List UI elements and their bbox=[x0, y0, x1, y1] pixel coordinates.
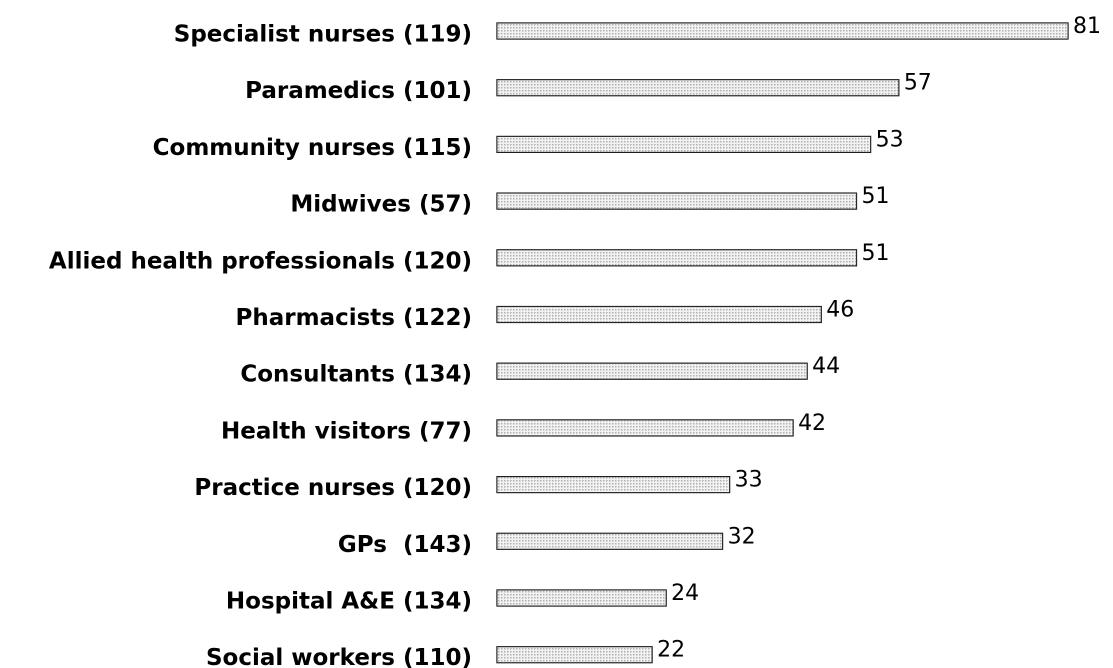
value-label: 32 bbox=[728, 524, 756, 549]
value-label: 46 bbox=[826, 298, 854, 323]
bar bbox=[496, 79, 900, 97]
category-label: Allied health professionals (120) bbox=[49, 248, 472, 274]
bar bbox=[496, 646, 653, 664]
bar-tint bbox=[497, 363, 808, 380]
value-label: 81 bbox=[1073, 14, 1101, 39]
bar-tint bbox=[497, 249, 857, 266]
category-label: Health visitors (77) bbox=[221, 418, 472, 444]
bar bbox=[496, 476, 731, 494]
bar-tint bbox=[497, 23, 1068, 39]
bar-tint bbox=[497, 136, 871, 153]
bar-tint bbox=[497, 646, 653, 663]
bar bbox=[496, 22, 1069, 40]
category-label: GPs (143) bbox=[338, 532, 472, 558]
value-label: 24 bbox=[671, 581, 699, 606]
bar bbox=[496, 249, 858, 267]
category-label: Paramedics (101) bbox=[245, 78, 472, 104]
bar bbox=[496, 419, 794, 437]
bar-tint bbox=[497, 533, 723, 550]
category-label: Midwives (57) bbox=[290, 192, 472, 218]
category-label: Consultants (134) bbox=[240, 362, 472, 388]
category-label: Hospital A&E (134) bbox=[226, 589, 472, 615]
value-label: 44 bbox=[812, 354, 840, 379]
category-label: Social workers (110) bbox=[206, 645, 472, 668]
bar-tint bbox=[497, 306, 822, 323]
value-label: 22 bbox=[657, 638, 685, 663]
category-label: Specialist nurses (119) bbox=[174, 22, 472, 48]
bar bbox=[496, 362, 808, 380]
bar-tint bbox=[497, 193, 857, 210]
value-label: 42 bbox=[798, 411, 826, 436]
bar-tint bbox=[497, 590, 667, 606]
bar bbox=[496, 532, 724, 550]
bar bbox=[496, 135, 872, 153]
bar bbox=[496, 192, 858, 210]
category-label: Pharmacists (122) bbox=[235, 305, 472, 331]
category-label: Community nurses (115) bbox=[153, 135, 472, 161]
bar-tint bbox=[497, 476, 730, 493]
value-label: 53 bbox=[876, 127, 904, 152]
bar bbox=[496, 589, 667, 607]
bar-tint bbox=[497, 79, 899, 96]
bar-tint bbox=[497, 419, 794, 436]
value-label: 51 bbox=[862, 184, 890, 209]
value-label: 51 bbox=[862, 241, 890, 266]
bar bbox=[496, 305, 822, 324]
value-label: 33 bbox=[735, 468, 763, 493]
category-label: Practice nurses (120) bbox=[194, 475, 472, 501]
value-label: 57 bbox=[904, 71, 932, 96]
